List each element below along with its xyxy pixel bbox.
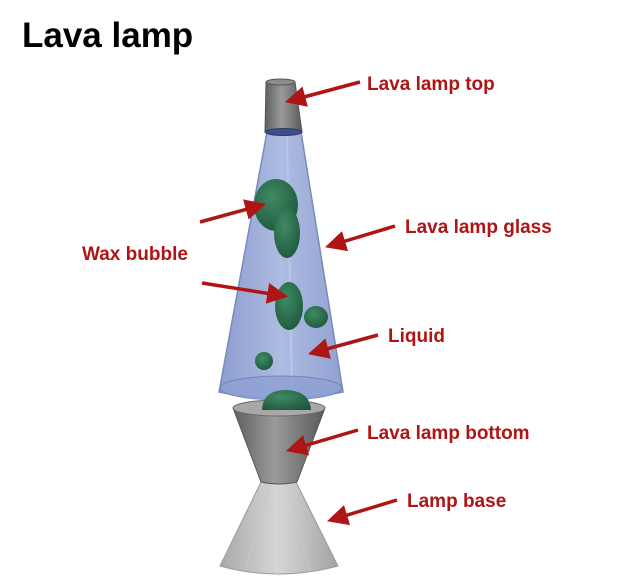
wax-bubble [255,352,273,370]
arrow-wax-lower [201,281,289,304]
label-lava-lamp-bottom: Lava lamp bottom [367,423,530,444]
wax-bubble [262,390,311,410]
wax-bubble [304,306,328,328]
label-lava-lamp-glass: Lava lamp glass [405,217,552,238]
arrow-liquid [307,333,379,359]
arrow-top [284,80,361,107]
lava-lamp-glass [218,131,344,401]
wax-bubbles [254,179,328,410]
arrow-base [326,498,398,526]
arrow-bottom [285,428,359,456]
lava-lamp-top [264,78,303,136]
label-liquid: Liquid [388,326,445,347]
arrow-wax-upper [199,199,267,224]
diagram-title: Lava lamp [22,16,194,55]
arrow-glass [324,224,396,252]
lamp-base [219,481,339,576]
label-wax-bubble: Wax bubble [82,244,188,265]
label-lava-lamp-top: Lava lamp top [367,74,495,95]
wax-bubble [274,208,300,258]
wax-bubble [275,282,303,330]
label-arrows [199,80,398,526]
label-lamp-base: Lamp base [407,491,506,512]
